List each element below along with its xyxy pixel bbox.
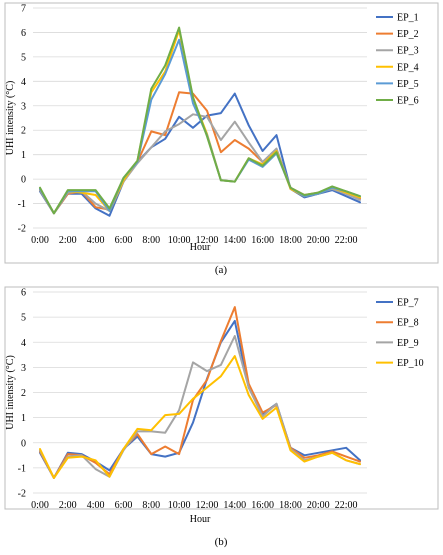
y-tick-label: -2: [18, 489, 26, 500]
y-tick-label: 5: [21, 313, 26, 324]
panel-b: -2 -1 0 1 2 3 4 5 6 0:00 2:00 4:00 6:00 8:00 10:00 12:0…: [4, 286, 439, 548]
y-tick-label: 6: [21, 28, 26, 39]
legend-label: EP_5: [397, 79, 419, 90]
x-tick-label: 12:00: [196, 500, 219, 511]
x-tick-label: 18:00: [279, 235, 302, 246]
x-tick-label: 10:00: [168, 500, 191, 511]
series-line-ep_6: [39, 26, 361, 215]
x-tick-label: 4:00: [87, 500, 105, 511]
legend-label: EP_10: [397, 358, 424, 369]
x-tick-label: 22:00: [335, 235, 358, 246]
chart-frame: [4, 286, 439, 510]
y-axis-title: UHI intensity (°C): [5, 81, 16, 156]
x-tick-label: 6:00: [115, 235, 133, 246]
x-tick-label: 0:00: [31, 500, 49, 511]
y-tick-label: 1: [21, 413, 26, 424]
chart-frame: [4, 2, 439, 264]
y-tick-label: 4: [21, 338, 26, 349]
legend-label: EP_2: [397, 29, 419, 40]
legend-label: EP_1: [397, 13, 419, 24]
legend-label: EP_7: [397, 298, 419, 309]
legend-label: EP_3: [397, 46, 419, 57]
y-tick-label: 4: [21, 77, 26, 88]
y-tick-label: 3: [21, 101, 26, 112]
x-tick-label: 4:00: [87, 235, 105, 246]
y-tick-label: 7: [21, 4, 26, 15]
panel-a: -2 -1 0 1 2 3 4 5 6 7 0:00 2:00 4:00 6:00 8:00 10:00 12:…: [4, 2, 439, 276]
y-tick-label: -1: [18, 463, 26, 474]
panel-label: (b): [215, 536, 228, 548]
y-tick-label: 5: [21, 52, 26, 63]
y-tick-label: 3: [21, 363, 26, 374]
x-tick-label: 14:00: [223, 235, 246, 246]
x-axis-title: Hour: [190, 242, 211, 253]
x-tick-label: 2:00: [59, 235, 77, 246]
y-axis-title: UHI intensity (°C): [5, 355, 16, 430]
x-tick-label: 20:00: [307, 500, 330, 511]
x-tick-label: 16:00: [251, 500, 274, 511]
y-tick-label: 2: [21, 388, 26, 399]
x-tick-label: 10:00: [168, 235, 191, 246]
series-line-ep_8: [39, 306, 361, 479]
x-tick-label: 2:00: [59, 500, 77, 511]
x-tick-label: 22:00: [335, 500, 358, 511]
x-tick-label: 12:00: [196, 235, 219, 246]
y-tick-label: 1: [21, 150, 26, 161]
x-tick-label: 8:00: [142, 235, 160, 246]
x-tick-label: 16:00: [251, 235, 274, 246]
legend-label: EP_4: [397, 62, 419, 73]
x-tick-label: 8:00: [142, 500, 160, 511]
x-tick-label: 0:00: [31, 235, 49, 246]
x-axis-title: Hour: [190, 514, 211, 525]
y-tick-label: -1: [18, 199, 26, 210]
series-line-ep_10: [39, 355, 361, 479]
x-tick-label: 6:00: [115, 500, 133, 511]
x-tick-label: 18:00: [279, 500, 302, 511]
legend-label: EP_6: [397, 96, 419, 107]
y-tick-label: 0: [21, 438, 26, 449]
y-tick-label: 0: [21, 175, 26, 186]
x-tick-label: 20:00: [307, 235, 330, 246]
legend-label: EP_8: [397, 318, 419, 329]
panel-label: (a): [215, 264, 228, 276]
legend-label: EP_9: [397, 338, 419, 349]
x-tick-label: 14:00: [223, 500, 246, 511]
y-tick-label: -2: [18, 224, 26, 235]
y-tick-label: 6: [21, 288, 26, 299]
series-line-ep_9: [39, 335, 361, 479]
y-tick-label: 2: [21, 126, 26, 137]
